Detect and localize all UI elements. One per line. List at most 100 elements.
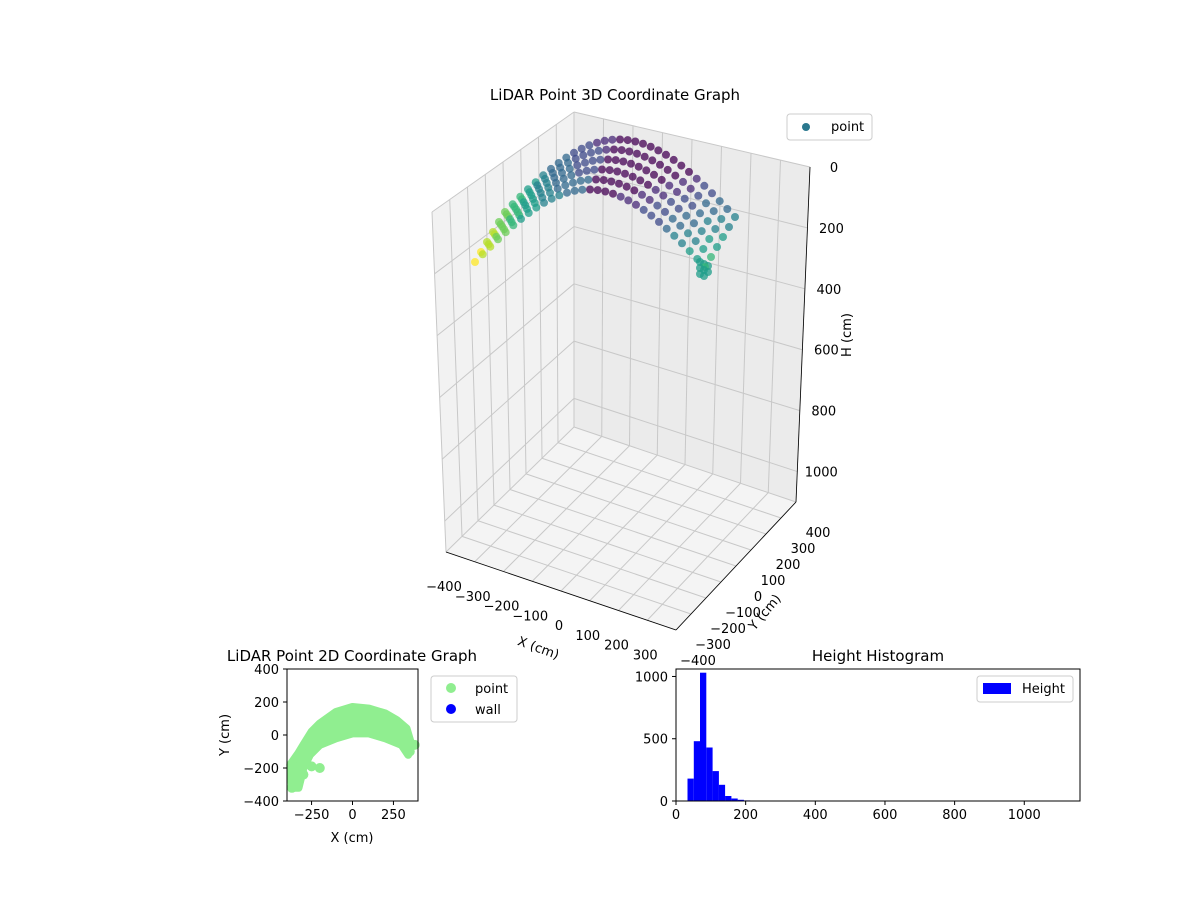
- chart-3d-ytick-label: 0: [754, 590, 762, 605]
- histogram-bars: [687, 672, 763, 801]
- chart-3d-point: [692, 174, 701, 183]
- histogram-legend-label: Height: [1022, 682, 1065, 697]
- histogram-legend: Height: [976, 675, 1074, 703]
- chart-2d-point: [306, 761, 317, 772]
- chart-3d-point: [471, 258, 479, 266]
- chart-3d-gridline: [467, 186, 479, 521]
- chart-2d-ticks: −250 0 250 400 200 0 −200 −400: [243, 663, 406, 823]
- chart-3d-point: [599, 176, 608, 185]
- chart-3d-legend-box: [786, 113, 873, 141]
- chart-3d-point: [685, 167, 693, 176]
- chart-3d-point: [665, 181, 674, 190]
- chart-3d-point: [590, 165, 599, 174]
- chart-3d-axis-line: [795, 166, 811, 503]
- chart-3d-title: LiDAR Point 3D Coordinate Graph: [490, 86, 740, 104]
- chart-3d-point: [691, 237, 700, 246]
- chart-3d-gridline: [573, 111, 811, 168]
- chart-3d-point: [604, 155, 612, 164]
- chart-3d-point: [605, 166, 614, 175]
- chart-3d-point: [636, 176, 645, 185]
- chart-3d-xtick-label: −300: [455, 590, 491, 605]
- chart-3d-point: [685, 247, 694, 256]
- chart-3d-gridline: [684, 139, 693, 465]
- chart-3d-ytick-label: −200: [710, 622, 746, 637]
- chart-3d-point: [647, 211, 656, 220]
- histogram-bar: [725, 796, 732, 801]
- chart-3d-point: [593, 186, 602, 195]
- chart-3d-point: [642, 166, 651, 175]
- chart-3d-ztick-label: 800: [811, 405, 836, 420]
- chart-3d-gridline: [589, 473, 714, 602]
- chart-3d-gridline: [740, 153, 752, 484]
- chart-3d-point: [577, 144, 586, 153]
- chart-3d-point: [656, 160, 664, 169]
- chart-2d-xlabel: X (cm): [331, 831, 374, 846]
- chart-3d-point: [655, 217, 663, 226]
- chart-3d-point: [616, 192, 625, 201]
- histogram-xtick-label: 0: [672, 808, 680, 823]
- chart-3d-point: [509, 221, 518, 230]
- chart-3d-legend-marker: [802, 123, 810, 131]
- chart-3d-point: [715, 197, 724, 206]
- chart-3d-point: [575, 168, 583, 177]
- chart-2d-ytick-label: −200: [243, 762, 279, 777]
- chart-3d-point: [593, 138, 601, 147]
- chart-3d-point: [673, 187, 681, 196]
- chart-2d-xtick-label: 0: [348, 808, 356, 823]
- chart-3d-legend-label: point: [831, 120, 864, 135]
- chart-3d-gridline: [449, 199, 463, 537]
- chart-2d-legend-marker-point: [446, 683, 456, 693]
- chart-3d-point: [676, 221, 685, 230]
- chart-3d-gridline: [573, 397, 798, 473]
- chart-2d-xtick-label: 250: [381, 808, 406, 823]
- histogram-xtick-label: 800: [942, 808, 967, 823]
- chart-3d-gridline: [484, 174, 495, 506]
- chart-3d-point: [582, 166, 591, 175]
- chart-2d: LiDAR Point 2D Coordinate Graph −250 0 250…: [218, 647, 518, 846]
- chart-3d-point: [547, 194, 556, 203]
- chart-3d-point: [615, 179, 623, 188]
- chart-3d-gridline: [431, 111, 575, 213]
- chart-2d-point-cloud: [286, 703, 416, 792]
- chart-3d-point: [661, 207, 669, 216]
- histogram-legend-marker: [983, 683, 1011, 694]
- chart-3d-ytick-label: 400: [806, 526, 831, 541]
- histogram-ytick-label: 500: [643, 733, 668, 748]
- chart-3d-point: [625, 147, 634, 156]
- chart-3d-point: [669, 155, 678, 164]
- chart-3d-zlabel: H (cm): [840, 313, 855, 357]
- chart-3d-point: [553, 184, 562, 193]
- chart-3d-xlabel: X (cm): [515, 634, 561, 663]
- chart-3d-point: [622, 182, 631, 191]
- chart-3d-point: [671, 171, 680, 180]
- histogram-chart: Height Histogram 0 200 400 600 800 1000 0 500 10…: [635, 647, 1081, 823]
- chart-3d-point: [600, 136, 609, 145]
- chart-3d-point: [682, 211, 691, 220]
- chart-3d-point: [663, 165, 672, 174]
- chart-3d-point: [644, 180, 652, 189]
- chart-3d-gridline: [444, 398, 575, 522]
- chart-2d-point: [291, 779, 302, 790]
- chart-3d-points: [471, 135, 739, 280]
- chart-3d-point: [494, 235, 502, 244]
- chart-3d-point: [653, 201, 662, 210]
- chart-3d-point: [596, 155, 605, 164]
- chart-3d-point: [645, 195, 654, 204]
- histogram-bar: [731, 798, 738, 801]
- chart-3d-point: [627, 159, 635, 168]
- chart-3d-point: [657, 175, 666, 184]
- chart-3d-gridline: [646, 492, 769, 621]
- chart-3d-point: [702, 199, 710, 208]
- chart-3d-point: [478, 250, 487, 259]
- chart-3d-ytick-label: −300: [695, 638, 731, 653]
- chart-3d-point: [565, 164, 574, 173]
- chart-3d-point: [648, 156, 657, 165]
- chart-3d-point: [617, 146, 626, 155]
- chart-3d-panes: [432, 112, 810, 630]
- chart-3d-gridline: [436, 226, 575, 337]
- chart-3d-xtick-label: −100: [512, 609, 548, 624]
- histogram-bar: [718, 784, 726, 801]
- chart-3d-point: [717, 215, 726, 223]
- chart-3d-point: [723, 205, 732, 213]
- chart-3d-ytick-label: 200: [776, 558, 801, 573]
